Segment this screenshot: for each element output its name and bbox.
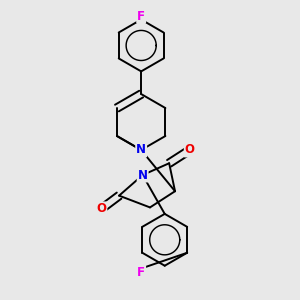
Text: F: F [137, 266, 145, 279]
Text: F: F [137, 10, 145, 22]
Text: O: O [96, 202, 106, 215]
Text: N: N [138, 169, 148, 182]
Text: N: N [136, 143, 146, 157]
Text: O: O [185, 143, 195, 157]
